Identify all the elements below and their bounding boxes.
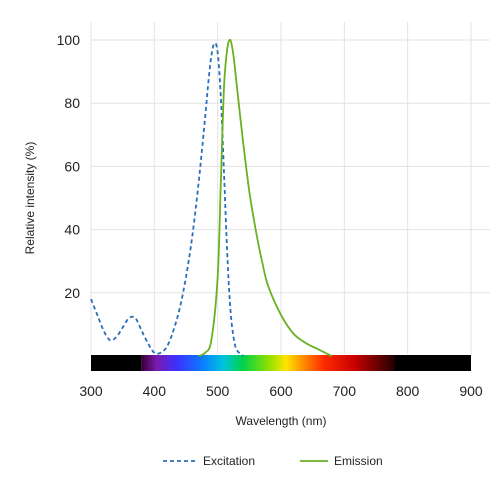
spectrum-bar [91, 355, 471, 371]
legend: Excitation Emission [163, 454, 383, 468]
y-axis-title: Relative intensity (%) [23, 142, 37, 255]
x-tick-label-900: 900 [459, 383, 483, 399]
tick-labels: 300 400 500 600 700 800 900 20 40 60 80 100 [57, 32, 483, 399]
x-tick-label-600: 600 [269, 383, 293, 399]
y-tick-label-40: 40 [64, 222, 80, 238]
x-tick-label-800: 800 [396, 383, 420, 399]
y-tick-label-60: 60 [64, 158, 80, 174]
x-tick-label-300: 300 [79, 383, 103, 399]
y-tick-label-20: 20 [64, 285, 80, 301]
series-lines [90, 38, 333, 357]
y-tick-label-100: 100 [57, 32, 81, 48]
x-tick-label-500: 500 [206, 383, 230, 399]
x-tick-label-400: 400 [143, 383, 167, 399]
visible-spectrum-band [141, 355, 395, 371]
y-tick-label-80: 80 [64, 95, 80, 111]
ir-black-band [395, 355, 471, 371]
grid [90, 22, 490, 354]
legend-label-emission: Emission [334, 454, 383, 468]
series-line-emission [198, 38, 333, 357]
legend-label-excitation: Excitation [203, 454, 255, 468]
x-tick-label-700: 700 [333, 383, 357, 399]
x-axis-title: Wavelength (nm) [236, 414, 327, 428]
series-line-excitation [90, 42, 244, 357]
uv-black-band [91, 355, 142, 371]
